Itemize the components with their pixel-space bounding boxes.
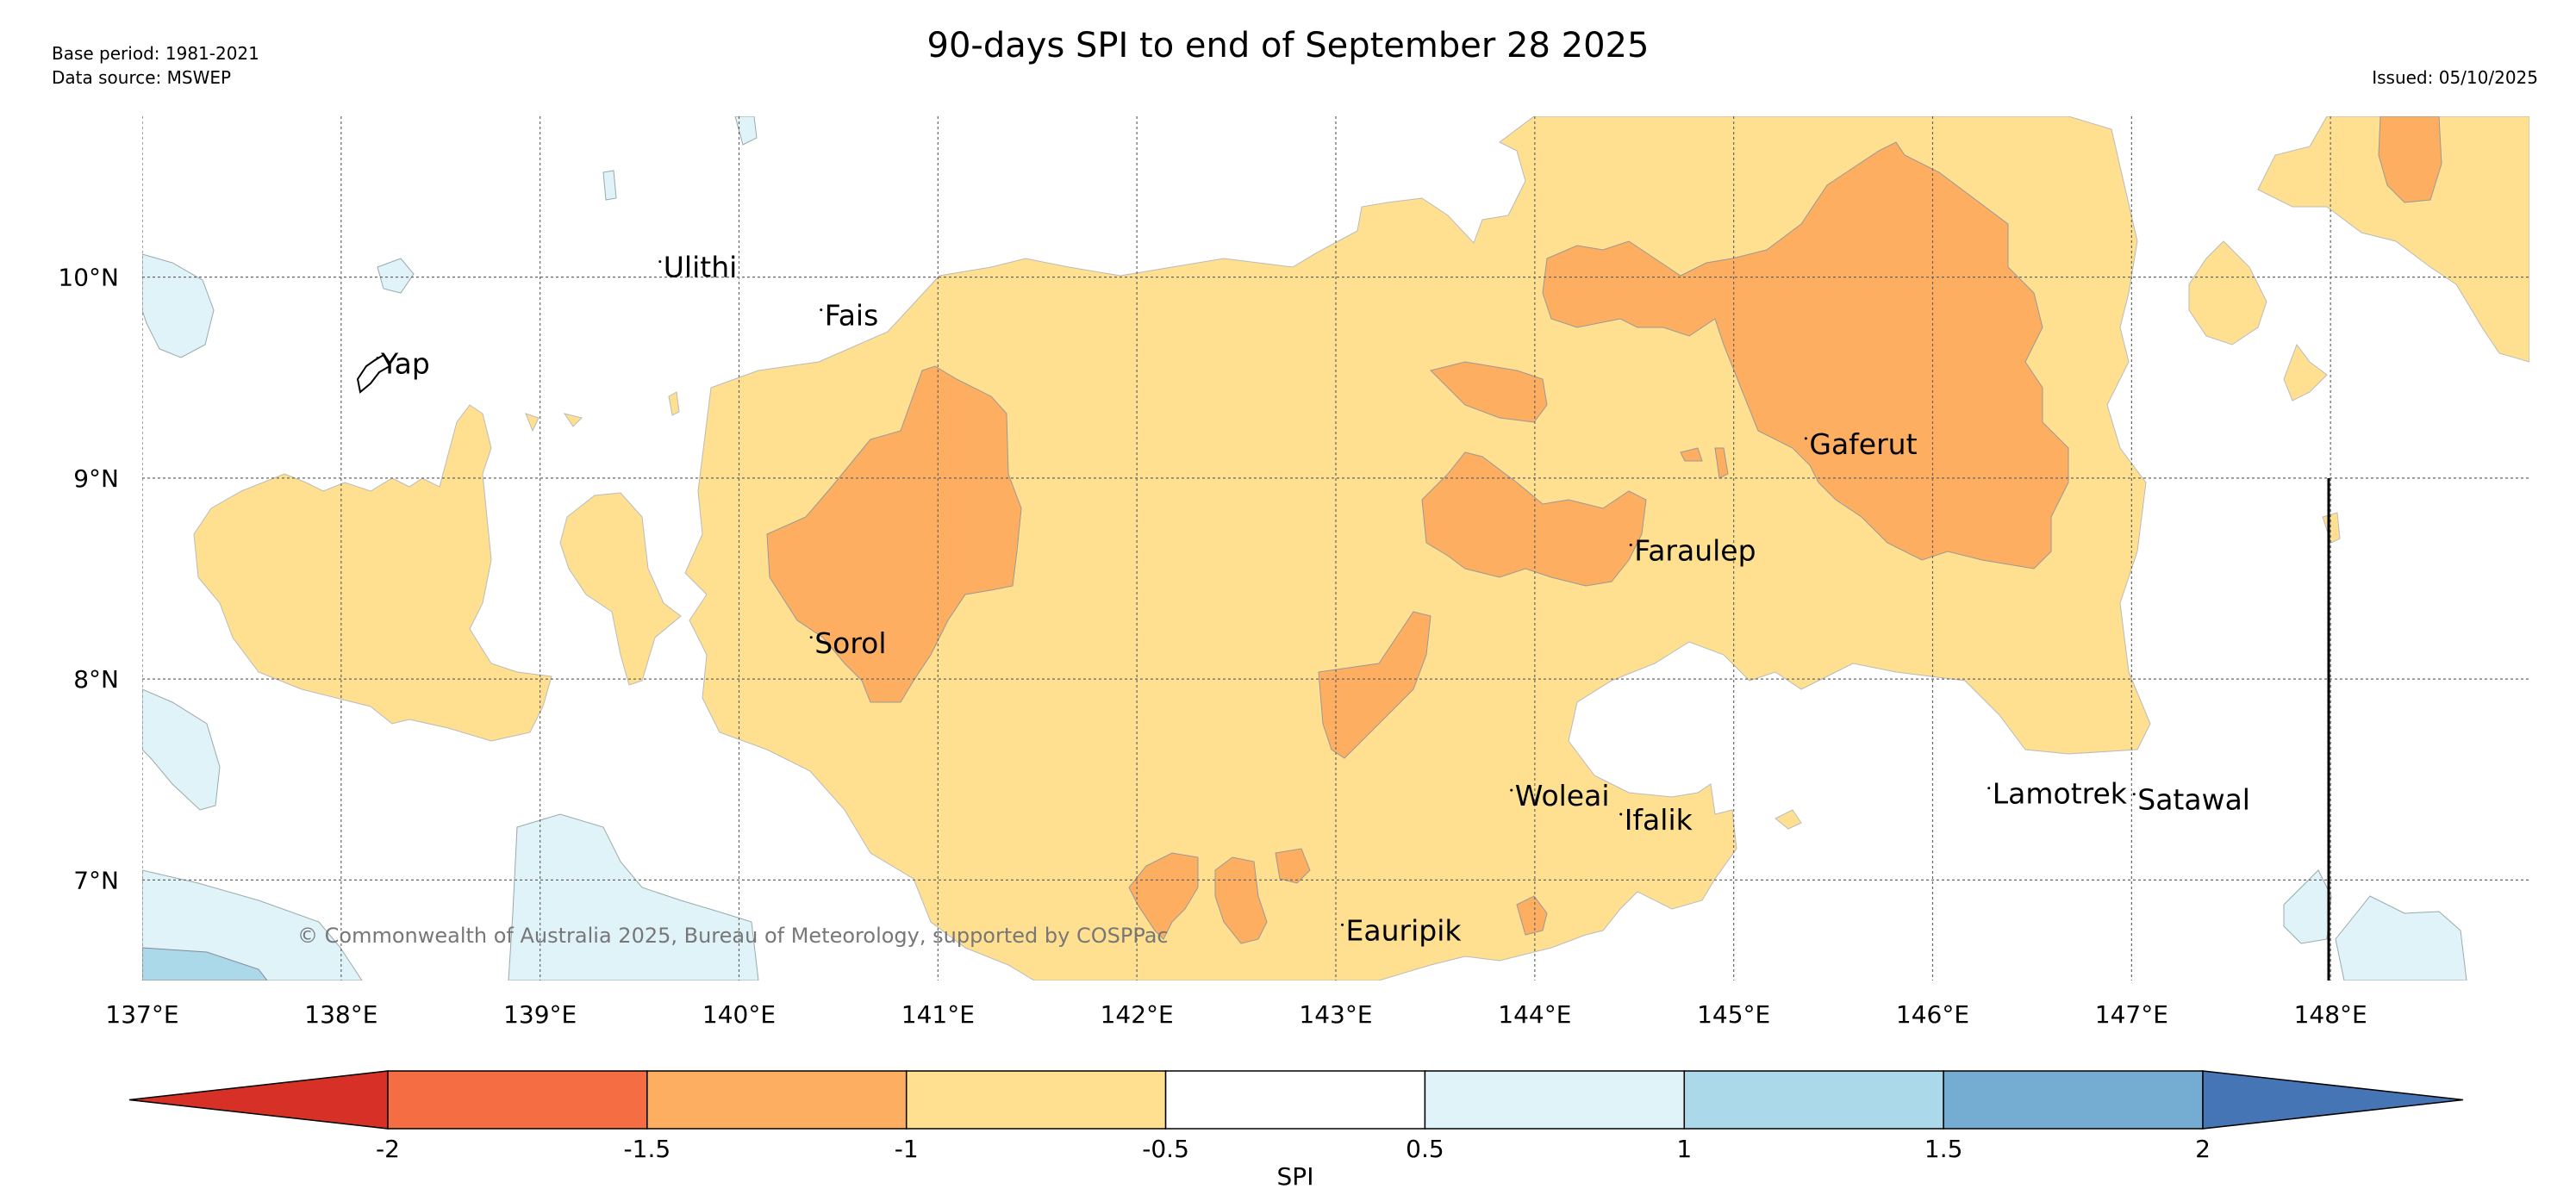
dry-region-mid-west: [559, 492, 682, 686]
place-label-faraulep: Faraulep: [1634, 533, 1756, 567]
place-marker: [1987, 787, 1991, 790]
wet-region-east: [2283, 869, 2332, 944]
place-marker: [658, 260, 662, 264]
place-marker: [820, 308, 823, 312]
place-marker: [809, 636, 813, 639]
dry-region-west: [193, 404, 552, 742]
graticule: [142, 116, 2529, 980]
colorbar-segment: [1683, 1070, 1944, 1130]
data-source: Data source: MSWEP: [52, 67, 232, 88]
lon-tick-label: 138°E: [304, 1000, 377, 1029]
dry-region-east-islet2: [2283, 343, 2328, 402]
very-dry-region-south4: [1275, 848, 1311, 884]
lon-tick-label: 145°E: [1697, 1000, 1770, 1029]
wet-region-islet1: [377, 258, 415, 294]
dry-region-islet-e: [563, 413, 583, 427]
place-marker: [2132, 793, 2136, 796]
very-dry-region-west: [766, 365, 1022, 703]
place-marker: [1629, 543, 1632, 546]
colorbar-segment: [1943, 1070, 2204, 1130]
latitude-tick-labels: 10°N 9°N 8°N 7°N: [58, 264, 119, 895]
very-dry-region-south5: [1516, 895, 1548, 936]
lon-tick-label: 140°E: [702, 1000, 776, 1029]
colorbar-segment: [1164, 1070, 1426, 1130]
very-dry-region-center: [1421, 451, 1647, 587]
map-area: [142, 116, 2529, 980]
dry-region-east-islet: [2188, 240, 2267, 345]
lat-tick-label: 9°N: [73, 464, 119, 493]
colorbar-extend-left: [128, 1070, 389, 1130]
place-label-ulithi: Ulithi: [664, 251, 738, 284]
copyright-text: © Commonwealth of Australia 2025, Bureau…: [297, 924, 1169, 948]
lat-tick-label: 7°N: [73, 866, 119, 894]
lon-tick-label: 141°E: [901, 1000, 975, 1029]
very-dry-region-northeast: [2378, 116, 2442, 203]
place-marker: [376, 357, 379, 360]
colorbar-tick-label: 1: [1676, 1135, 1692, 1163]
yap-island: [356, 353, 391, 394]
lon-tick-label: 148°E: [2294, 1000, 2367, 1029]
colorbar-segment: [905, 1070, 1167, 1130]
colorbar-tick-label: -2: [376, 1135, 400, 1163]
colorbar-label: SPI: [1277, 1162, 1314, 1189]
lat-tick-label: 8°N: [73, 665, 119, 694]
longitude-tick-labels: 137°E 138°E 139°E 140°E 141°E 142°E 143°E 144°E…: [105, 1000, 2367, 1029]
place-label-lamotrek: Lamotrek: [1993, 777, 2128, 811]
issued-date: Issued: 05/10/2025: [2372, 67, 2538, 88]
very-dry-region-islet1: [1430, 361, 1548, 423]
wet-region-west: [142, 253, 215, 358]
colorbar-segment: [1424, 1070, 1686, 1130]
lat-tick-label: 10°N: [58, 264, 119, 292]
wet-region-south-center: [508, 813, 759, 980]
colorbar-extend-right: [2202, 1070, 2464, 1130]
very-dry-region-islet3: [1714, 447, 1729, 479]
place-label-woleai: Woleai: [1515, 779, 1610, 812]
place-label-eauripik: Eauripik: [1346, 913, 1463, 947]
colorbar-tick-label: -1: [895, 1135, 919, 1163]
dry-region-islet-d: [525, 413, 540, 433]
wet-region-islet2: [602, 170, 617, 201]
very-dry-region-south1: [1318, 611, 1431, 759]
place-labels: Yap Ulithi Fais Sorol Gaferut Faraulep Woleai I…: [376, 251, 2250, 947]
wet-region-east2: [2335, 895, 2467, 980]
place-marker: [1619, 812, 1623, 816]
dry-region-northeast: [2257, 116, 2529, 363]
dry-region-islet-b: [1775, 809, 1802, 830]
place-marker: [1804, 437, 1807, 440]
lon-tick-label: 139°E: [503, 1000, 577, 1029]
colorbar-tick-label: -0.5: [1142, 1135, 1189, 1163]
wet-region-southwest: [142, 688, 221, 811]
place-label-fais: Fais: [825, 299, 879, 333]
lon-tick-label: 144°E: [1498, 1000, 1571, 1029]
very-dry-region-south2: [1128, 852, 1199, 940]
lon-tick-label: 147°E: [2095, 1000, 2168, 1029]
lon-tick-label: 146°E: [1896, 1000, 1969, 1029]
place-label-ifalik: Ifalik: [1625, 803, 1693, 837]
colorbar-tick-label: 2: [2195, 1135, 2211, 1163]
very-dry-region-islet2: [1680, 447, 1703, 462]
very-dry-region-south3: [1214, 856, 1268, 944]
very-dry-region-north: [1542, 141, 2069, 570]
dry-region-islet-c: [668, 391, 680, 416]
map-title: 90-days SPI to end of September 28 2025: [926, 26, 1650, 65]
lon-tick-label: 137°E: [105, 1000, 178, 1029]
colorbar-tick-label: 0.5: [1406, 1135, 1444, 1163]
colorbar-tick-label: -1.5: [624, 1135, 671, 1163]
colorbar-segment: [646, 1070, 908, 1130]
lon-tick-label: 143°E: [1299, 1000, 1372, 1029]
place-label-satawal: Satawal: [2137, 783, 2250, 817]
base-period: Base period: 1981-2021: [52, 43, 259, 64]
wet-region-islet3: [734, 116, 758, 146]
place-label-yap: Yap: [380, 347, 430, 381]
place-label-gaferut: Gaferut: [1809, 427, 1917, 461]
colorbar-tick-label: 1.5: [1924, 1135, 1963, 1163]
place-label-sorol: Sorol: [814, 626, 886, 660]
colorbar-segment: [387, 1070, 648, 1130]
lon-tick-label: 142°E: [1101, 1000, 1174, 1029]
very-wet-region-southwest: [142, 947, 268, 980]
place-marker: [1510, 788, 1513, 792]
colorbar: -2 -1.5 -1 -0.5 0.5 1 1.5 2: [128, 1070, 2464, 1163]
place-marker: [1341, 923, 1344, 926]
